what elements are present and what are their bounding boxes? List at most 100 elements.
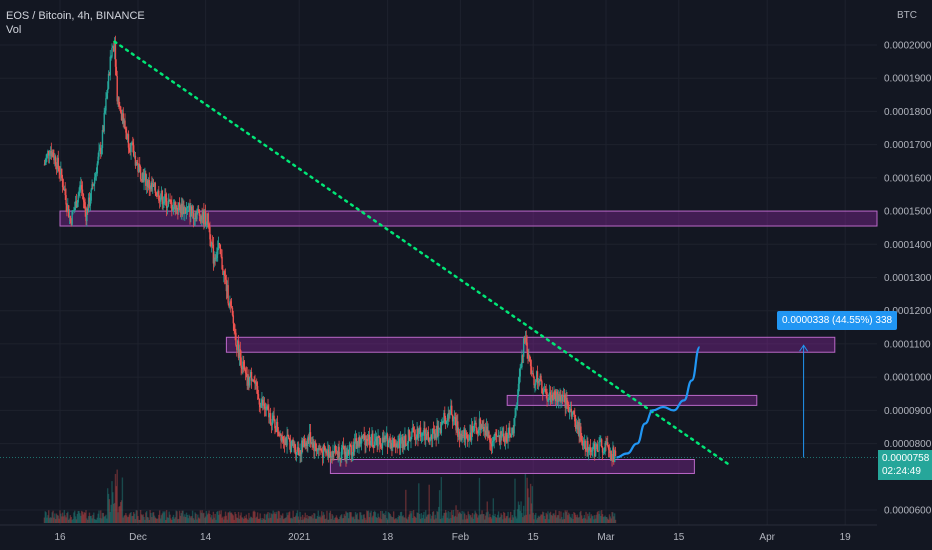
volume-bar: [102, 512, 105, 523]
candle-body: [133, 155, 136, 157]
candle-body: [316, 450, 319, 452]
candle-body: [77, 195, 79, 203]
volume-bar: [197, 517, 200, 523]
volume-bar: [199, 510, 202, 523]
symbol-title[interactable]: EOS / Bitcoin, 4h, BINANCE: [6, 10, 145, 22]
candle-body: [138, 164, 140, 172]
candle-body: [275, 421, 278, 432]
zone-rect: [329, 459, 695, 474]
volume-bar: [98, 510, 100, 523]
candle-body: [309, 432, 312, 444]
candle-body: [347, 449, 350, 455]
candle-body: [558, 394, 560, 401]
volume-bar: [246, 518, 248, 523]
volume-bar: [426, 514, 429, 523]
support-resistance-zones: [59, 210, 878, 474]
candle-body: [452, 419, 455, 422]
candle-body: [126, 132, 128, 140]
volume-bar: [356, 513, 358, 523]
volume-bar: [470, 514, 472, 523]
price-tick-label: 0.0001800: [884, 107, 932, 118]
candle-body: [471, 426, 474, 433]
candle-body: [115, 66, 118, 77]
volume-bar: [336, 517, 339, 523]
candle-body: [413, 432, 416, 437]
volume-bar: [121, 477, 124, 523]
volume-bar: [65, 517, 67, 523]
volume-bar: [333, 519, 335, 523]
volume-bar: [147, 517, 150, 523]
candle-body: [321, 451, 324, 458]
volume-bar: [144, 519, 146, 523]
candle-body: [379, 444, 382, 447]
candle-body: [509, 434, 512, 438]
volume-bar: [148, 519, 150, 523]
candle-body: [235, 332, 237, 346]
volume-bar: [445, 512, 448, 523]
candle-body: [586, 440, 588, 451]
volume-bar: [579, 512, 581, 523]
candle-body: [426, 431, 429, 436]
volume-bar: [258, 518, 261, 523]
volume-bar: [430, 518, 432, 523]
volume-bar: [578, 517, 580, 523]
candle-body: [484, 430, 487, 436]
candle-body: [104, 110, 106, 113]
candle-body: [404, 435, 406, 448]
volume-bar: [205, 510, 208, 523]
volume-bar: [349, 512, 352, 523]
candle-body: [406, 443, 409, 445]
volume-bar: [525, 514, 527, 523]
candle-body: [263, 403, 266, 409]
last-price-tag: 0.0000758 02:24:49: [878, 450, 932, 480]
candle-body: [223, 271, 226, 277]
volume-bar: [157, 518, 159, 523]
candle-body: [291, 439, 293, 442]
candle-body: [450, 405, 452, 414]
volume-bar: [310, 516, 313, 523]
volume-bar: [481, 510, 483, 523]
candle-body: [374, 438, 377, 442]
volume-bar: [88, 512, 91, 523]
candle-body: [354, 438, 357, 442]
volume-bar: [529, 514, 531, 523]
candle-body: [98, 150, 100, 157]
volume-bar: [354, 512, 357, 523]
volume-bar: [516, 509, 519, 523]
volume-bar: [132, 515, 134, 523]
volume-bar: [457, 510, 459, 523]
candle-body: [503, 441, 506, 443]
volume-bar: [476, 514, 478, 523]
candle-body: [74, 207, 76, 211]
volume-bar: [275, 511, 278, 523]
candle-body: [486, 426, 488, 437]
candle-body: [501, 434, 503, 438]
candle-body: [212, 244, 215, 264]
volume-bar: [106, 518, 108, 523]
volume-bar: [173, 518, 176, 523]
volume-bar: [268, 518, 270, 523]
candle-body: [517, 383, 520, 395]
volume-bar: [257, 518, 260, 523]
candle-body: [608, 449, 611, 454]
candle-body: [239, 349, 241, 358]
volume-bar: [137, 516, 139, 523]
volume-label[interactable]: Vol: [6, 24, 22, 36]
candle-body: [327, 449, 329, 456]
volume-bar: [75, 519, 78, 523]
candle-body: [216, 254, 218, 258]
volume-bar: [444, 512, 446, 523]
candle-body: [175, 205, 177, 213]
volume-bar: [386, 519, 389, 523]
volume-bar: [260, 518, 262, 523]
volume-bar: [418, 483, 420, 523]
volume-bar: [350, 512, 352, 523]
volume-bar: [160, 515, 163, 523]
volume-bar: [47, 515, 49, 523]
candle-body: [527, 351, 529, 359]
candle-body: [117, 97, 119, 102]
volume-bar: [560, 511, 562, 523]
volume-bar: [454, 515, 456, 523]
candle-body: [176, 205, 178, 210]
